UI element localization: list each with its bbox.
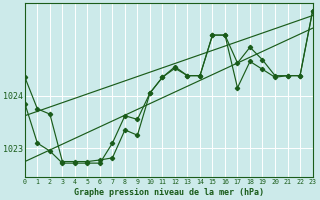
X-axis label: Graphe pression niveau de la mer (hPa): Graphe pression niveau de la mer (hPa) xyxy=(74,188,264,197)
